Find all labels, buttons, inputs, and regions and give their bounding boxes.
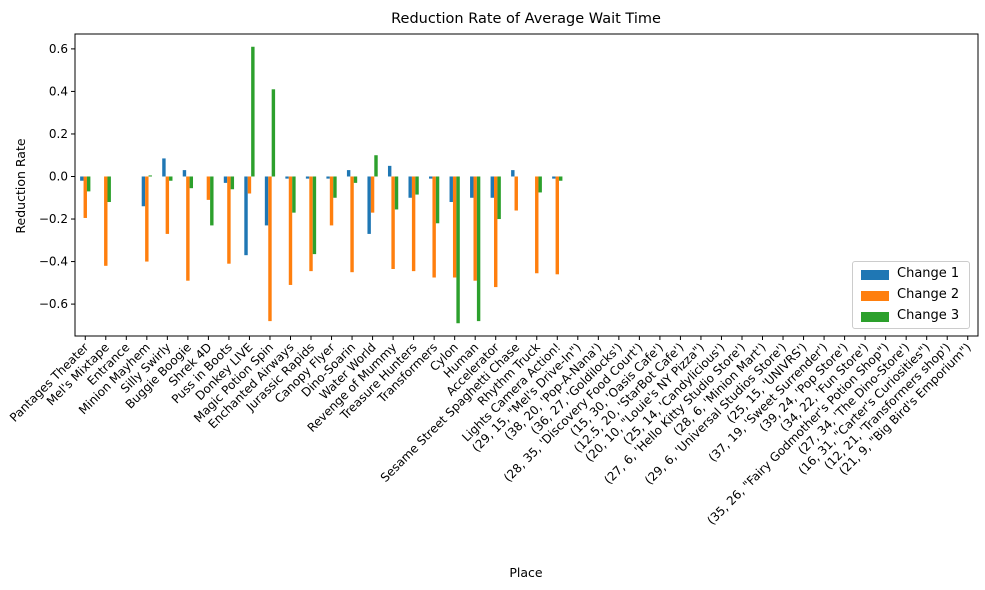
bar-change-2-rhythm-truck	[535, 176, 539, 274]
bar-change-1-lights-camera-action	[552, 176, 556, 179]
bar-change-1-jurassic-rapids	[305, 176, 310, 179]
bar-change-2-water-world	[370, 176, 375, 213]
y-tick-label: 0.0	[49, 169, 68, 183]
bar-change-3-water-world	[374, 155, 378, 177]
bar-change-2-cylon	[452, 176, 457, 278]
bars-group	[80, 46, 563, 324]
y-tick-label: 0.4	[49, 84, 68, 98]
bar-change-2-lights-camera-action	[555, 176, 559, 275]
bar-change-3-puss-in-boots	[230, 176, 235, 190]
bar-change-3-pantages-theater	[86, 176, 91, 192]
bar-change-3-magic-potion-spin	[271, 89, 276, 177]
legend-label-change-1: Change 1	[897, 266, 960, 281]
bar-change-3-canopy-flyer	[333, 176, 337, 198]
bar-change-1-pantages-theater	[80, 176, 84, 181]
bar-change-2-magic-potion-spin	[268, 176, 272, 322]
bar-change-2-treasure-hunters	[411, 176, 416, 272]
bar-change-3-shrek-4d	[210, 176, 214, 226]
legend-swatch-change-2	[861, 291, 889, 301]
bar-change-1-human	[470, 176, 474, 198]
legend-label-change-3: Change 3	[897, 308, 960, 323]
bar-change-1-silly-swirly	[162, 158, 166, 177]
bar-change-3-buggie-boogie	[189, 176, 194, 189]
bar-change-2-minion-mayhem	[145, 176, 149, 262]
bar-change-2-puss-in-boots	[227, 176, 231, 264]
bar-change-3-minion-mayhem	[148, 175, 152, 177]
bar-change-2-mel-s-mixtape	[104, 176, 108, 266]
y-tick-label: −0.4	[39, 255, 68, 269]
legend-swatch-change-3	[861, 312, 889, 322]
bar-change-2-transformers	[432, 176, 436, 278]
bar-change-1-canopy-flyer	[326, 176, 330, 179]
legend: Change 1 Change 2 Change 3	[852, 261, 970, 329]
y-tick-label: −0.6	[39, 297, 68, 311]
y-axis-label: Reduction Rate	[13, 138, 28, 233]
bar-change-1-buggie-boogie	[182, 170, 187, 177]
bar-change-3-transformers	[435, 176, 440, 224]
bar-change-1-magic-potion-spin	[264, 176, 269, 226]
bar-change-3-accelerator	[497, 176, 501, 220]
bar-change-1-transformers	[429, 176, 433, 179]
bar-change-1-dino-soarin	[346, 170, 351, 177]
bar-change-2-donkey-live	[247, 176, 252, 194]
y-tick-label: −0.2	[39, 212, 68, 226]
bar-change-2-revenge-of-mummy	[391, 176, 395, 269]
bar-change-3-donkey-live	[251, 46, 255, 177]
bar-change-2-human	[473, 176, 477, 281]
bar-change-3-mel-s-mixtape	[107, 176, 111, 203]
legend-swatch-change-1	[861, 270, 889, 280]
bar-change-1-donkey-live	[244, 176, 248, 256]
bar-change-2-enchanted-airways	[288, 176, 293, 285]
bar-change-1-treasure-hunters	[408, 176, 412, 198]
bar-change-3-enchanted-airways	[292, 176, 296, 213]
plot-frame	[74, 33, 979, 337]
bar-change-3-cylon	[456, 176, 460, 324]
y-tick-label: 0.6	[49, 42, 68, 56]
chart-title: Reduction Rate of Average Wait Time	[391, 11, 661, 27]
bar-change-3-revenge-of-mummy	[394, 176, 399, 210]
bar-change-2-buggie-boogie	[186, 176, 190, 281]
y-axis: −0.6 −0.4 −0.2 0.0 0.2 0.4 0.6	[39, 42, 75, 311]
legend-label-change-2: Change 2	[897, 287, 960, 302]
bar-change-1-water-world	[367, 176, 371, 234]
bar-change-3-dino-soarin	[353, 176, 358, 183]
bar-change-2-canopy-flyer	[329, 176, 334, 226]
x-axis-label: Place	[509, 565, 543, 580]
bar-change-1-revenge-of-mummy	[387, 165, 392, 177]
bar-change-2-accelerator	[494, 176, 498, 288]
bar-change-1-enchanted-airways	[285, 176, 289, 179]
bar-change-1-puss-in-boots	[223, 176, 228, 183]
bar-change-3-rhythm-truck	[538, 176, 542, 193]
bar-change-2-silly-swirly	[165, 176, 170, 234]
bar-change-2-shrek-4d	[206, 176, 211, 200]
bar-change-2-sesame-street-spaghetti-chase	[514, 176, 518, 211]
y-tick-label: 0.2	[49, 127, 68, 141]
bar-change-1-cylon	[449, 176, 453, 203]
bar-change-1-minion-mayhem	[141, 176, 146, 207]
bar-change-3-jurassic-rapids	[312, 176, 317, 255]
bar-change-3-treasure-hunters	[415, 176, 419, 195]
bar-change-2-dino-soarin	[350, 176, 354, 273]
bar-change-2-pantages-theater	[83, 176, 87, 218]
bar-change-3-silly-swirly	[169, 176, 173, 181]
bar-change-2-jurassic-rapids	[309, 176, 313, 272]
bar-change-3-human	[476, 176, 481, 322]
bar-change-1-accelerator	[490, 176, 495, 198]
bar-change-3-lights-camera-action	[558, 176, 563, 181]
bar-change-1-sesame-street-spaghetti-chase	[511, 170, 515, 177]
